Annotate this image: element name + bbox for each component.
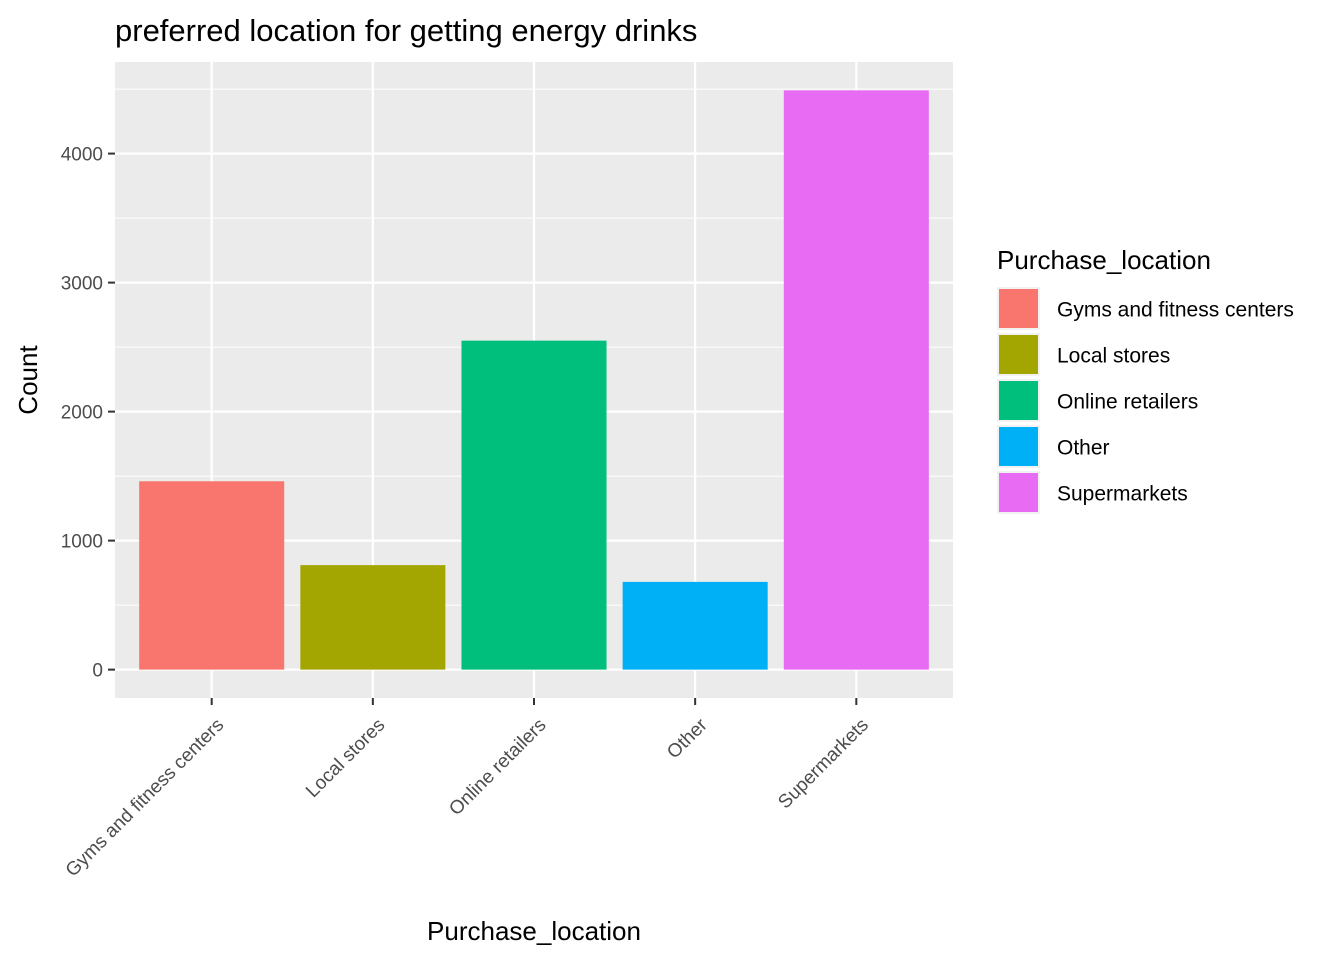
legend-label: Supermarkets (1057, 483, 1188, 506)
y-axis-title: Count (13, 345, 43, 415)
legend-label: Local stores (1057, 345, 1170, 368)
legend-key (999, 289, 1038, 328)
bar (461, 340, 607, 670)
y-tick-label: 0 (92, 661, 103, 682)
x-tick-label: Gyms and fitness centers (62, 715, 228, 881)
legend-title: Purchase_location (997, 245, 1211, 275)
x-tick-label: Local stores (302, 715, 389, 802)
legend-label: Online retailers (1057, 391, 1198, 414)
x-tick-label: Other (663, 714, 712, 763)
bars (139, 90, 929, 670)
x-axis-title: Purchase_location (427, 916, 641, 946)
legend-key (999, 335, 1038, 374)
legend: Purchase_location Gyms and fitness cente… (997, 245, 1294, 514)
bar (783, 90, 929, 670)
chart-title: preferred location for getting energy dr… (115, 13, 697, 48)
y-tick-label: 2000 (61, 403, 103, 424)
y-tick-label: 3000 (61, 274, 103, 295)
x-tick-label: Online retailers (445, 715, 550, 820)
bar (622, 581, 768, 670)
legend-label: Gyms and fitness centers (1057, 299, 1294, 322)
y-axis: 0 1000 2000 3000 4000 (61, 145, 115, 682)
legend-label: Other (1057, 437, 1110, 460)
legend-key (999, 473, 1038, 512)
y-tick-label: 4000 (61, 145, 103, 166)
legend-items: Gyms and fitness centers Local stores Onli… (997, 287, 1294, 514)
y-tick-label: 1000 (61, 532, 103, 553)
bar (300, 565, 446, 670)
legend-key (999, 381, 1038, 420)
x-axis: Gyms and fitness centers Local stores Onli… (62, 698, 873, 881)
x-tick-label: Supermarkets (774, 715, 872, 813)
legend-key (999, 427, 1038, 466)
bar (139, 481, 285, 670)
